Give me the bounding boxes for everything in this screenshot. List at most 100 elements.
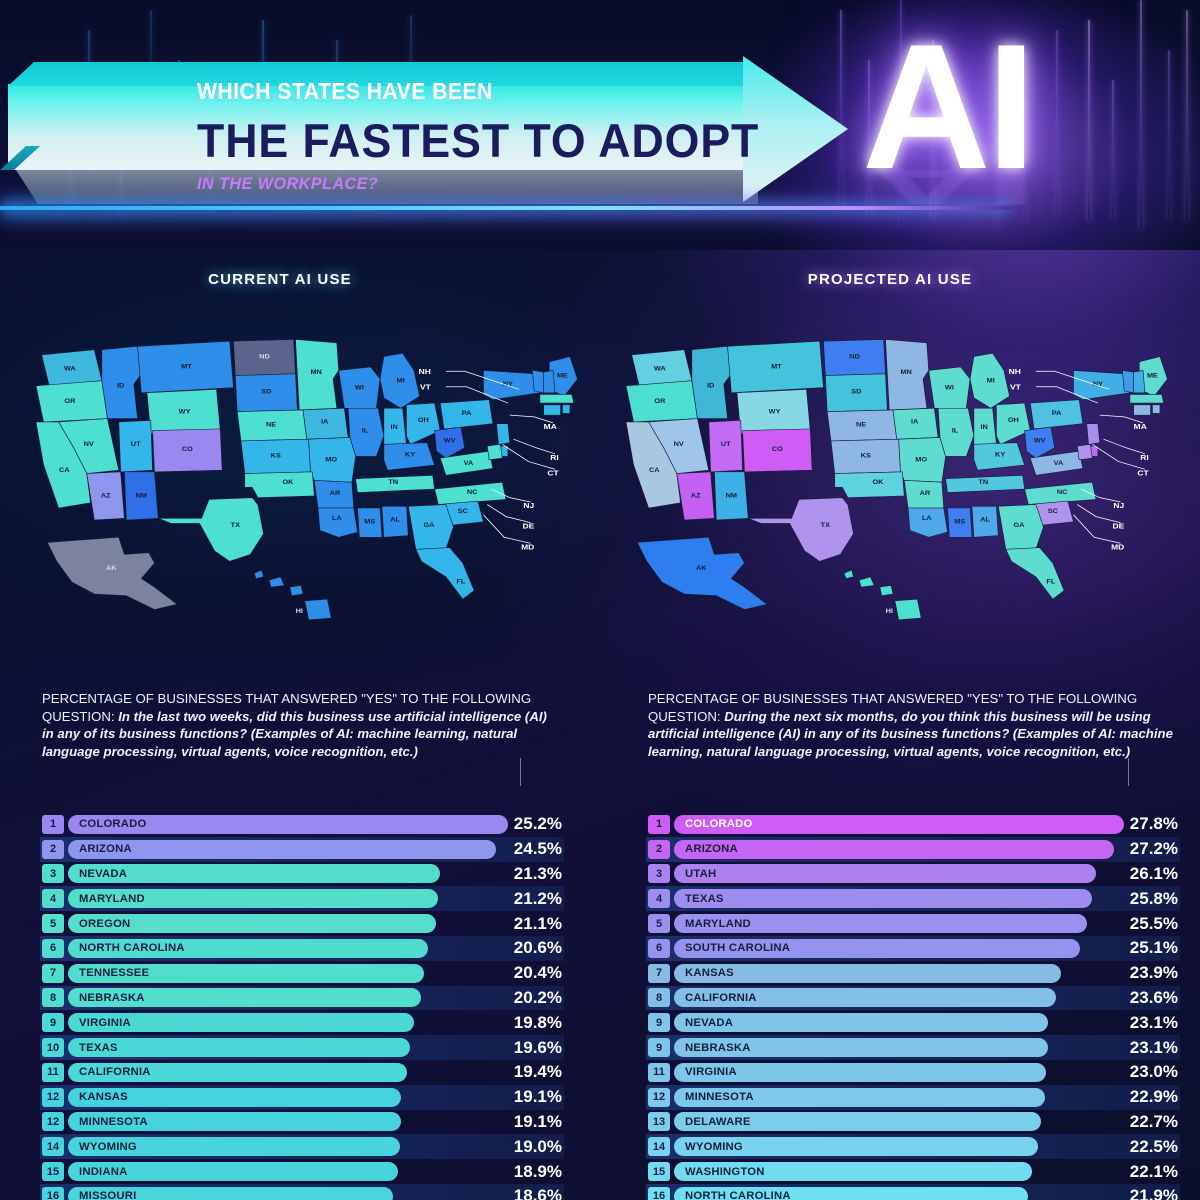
map-label-ky: KY [995,452,1006,459]
map-label-mt: MT [181,364,192,371]
rank-number: 7 [42,963,64,983]
rank-bar: NORTH CAROLINA [68,938,428,958]
bar-track: NEBRASKA [674,1038,1100,1058]
map-label-il: IL [362,428,369,435]
rank-row: 1 COLORADO 25.2% [42,812,562,837]
map-callout-ct: CT [547,469,558,478]
rank-row: 1 COLORADO 27.8% [648,812,1178,837]
rank-row: 3 UTAH 26.1% [648,862,1178,887]
map-label-mt: MT [771,364,782,371]
state-name-label: DELAWARE [685,1115,751,1128]
rank-bar: NEVADA [68,864,440,884]
arrow-shadow [16,170,758,204]
percentage-value: 19.4% [513,1062,562,1082]
bar-track: CALIFORNIA [68,1062,484,1082]
rank-bar: KANSAS [674,963,1061,983]
map-label-wa: WA [64,366,76,373]
rank-number: 9 [648,1038,670,1058]
percentage-value: 25.1% [1129,938,1178,958]
map-label-ks: KS [861,452,872,459]
map-label-wi: WI [355,385,364,392]
rank-row: 8 NEBRASKA 20.2% [40,985,564,1011]
rank-row: 8 CALIFORNIA 23.6% [646,985,1180,1011]
state-name-label: COLORADO [79,818,147,831]
map-label-ok: OK [282,479,293,486]
map-label-sd: SD [261,389,271,396]
percentage-value: 21.1% [513,913,562,933]
map-state-ok [244,471,315,498]
map-state-hi [289,585,304,597]
map-state-hi [304,598,332,621]
map-label-wv: WV [1034,438,1046,445]
map-label-nv: NV [84,441,95,448]
map-state-md [486,444,503,461]
rank-row: 4 TEXAS 25.8% [646,886,1180,911]
caption-projected: PERCENTAGE OF BUSINESSES THAT ANSWERED "… [648,690,1178,760]
bar-track: KANSAS [68,1087,484,1107]
state-name-label: SOUTH CAROLINA [685,942,791,955]
map-state-la [317,507,358,538]
map-label-mn: MN [310,369,321,376]
rank-row: 3 NEVADA 21.3% [42,862,562,887]
map-label-wv: WV [444,438,456,445]
callout-leader-vt [445,386,509,404]
callout-leader-vt [1035,386,1099,404]
rank-bar: WASHINGTON [674,1162,1032,1182]
map-state-wi [338,366,381,409]
map-label-ny: NY [1093,381,1104,388]
map-label-wa: WA [654,366,666,373]
state-name-label: VIRGINIA [685,1066,737,1079]
map-label-nm: NM [136,493,148,500]
map-label-ks: KS [271,452,282,459]
rank-number: 13 [648,1112,670,1132]
bar-track: DELAWARE [674,1112,1100,1132]
map-state-ny [483,370,541,400]
rank-number: 11 [42,1062,64,1082]
map-callout-nh: NH [1009,367,1021,376]
streak-line [1168,50,1170,220]
callout-leader-ct [502,444,556,470]
rank-row: 7 KANSAS 23.9% [648,961,1178,986]
callout-leader-de [486,504,531,523]
map-state-ga [407,504,454,550]
map-label-mo: MO [325,457,337,464]
rank-number: 16 [42,1186,64,1200]
map-title-projected: PROJECTED AI USE [807,271,973,288]
page-title: THE FASTEST TO ADOPT [197,114,760,167]
streak-line [1056,30,1058,220]
caption-projected-question: During the next six months, do you think… [648,708,1173,759]
bar-track: NEBRASKA [68,988,484,1008]
streak-line [1140,0,1142,230]
bar-track: ARIZONA [68,839,496,859]
map-state-tx [158,497,264,562]
rank-row: 11 CALIFORNIA 19.4% [42,1060,562,1085]
rank-row: 14 WYOMING 22.5% [646,1134,1180,1159]
percentage-value: 24.5% [513,839,562,859]
map-state-ma [539,394,575,404]
map-state-fl [1005,547,1065,600]
map-state-mt [727,340,824,394]
rank-number: 15 [42,1162,64,1182]
bar-track: OREGON [68,914,484,934]
title-arrow-graphic [0,56,848,207]
rank-row: 13 DELAWARE 22.7% [648,1110,1178,1135]
rank-number: 1 [648,814,670,834]
rank-number: 16 [648,1186,670,1200]
ranking-list-projected: 1 COLORADO 27.8% 2 ARIZONA 27.2% 3 UTAH 26.1% 4 TE… [646,812,1180,1200]
rank-number: 9 [42,1013,64,1033]
map-label-oh: OH [418,417,429,424]
state-name-label: CALIFORNIA [685,991,757,1004]
caption-divider-left [520,758,521,786]
rank-bar: NORTH CAROLINA [674,1186,1029,1200]
rank-bar: INDIANA [68,1162,398,1182]
rank-bar: ARIZONA [674,839,1115,859]
map-label-ut: UT [131,441,142,448]
rank-number: 2 [42,839,64,859]
bar-track: ARIZONA [674,839,1115,859]
map-state-nh [1133,370,1146,394]
map-callout-ma: MA [1134,422,1147,431]
percentage-value: 19.1% [513,1087,562,1107]
callout-leader-nh [1035,370,1110,390]
map-state-tx [748,497,854,562]
choropleth-map-projected: WA OR ID MT WY ND SD NE KS MN IA MO WI IL MI IN OH PA NY NV… [605,302,1185,672]
